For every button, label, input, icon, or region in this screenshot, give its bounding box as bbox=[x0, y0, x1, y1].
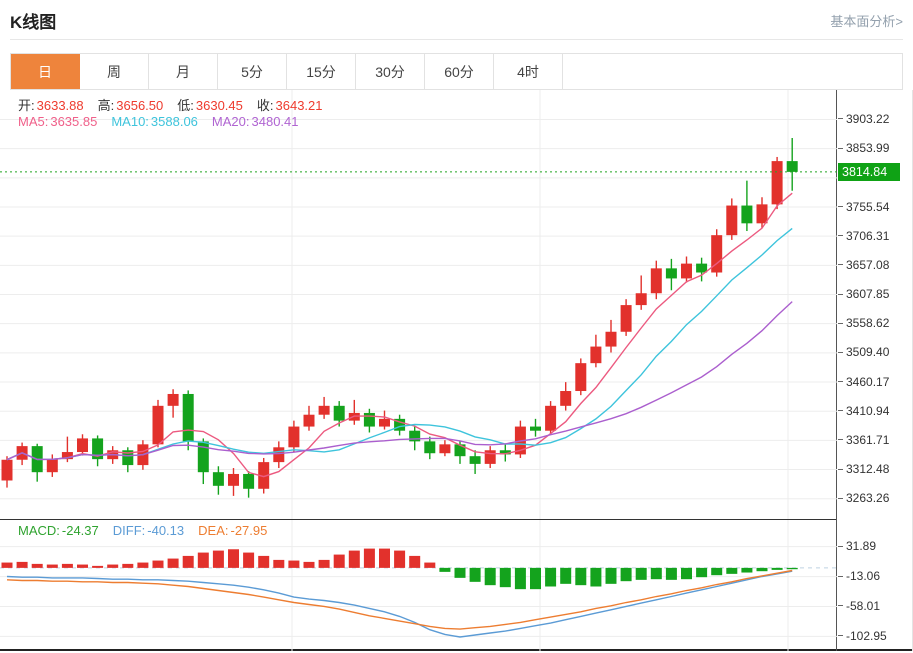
tick-value: 3558.62 bbox=[846, 316, 890, 331]
fundamental-analysis-link[interactable]: 基本面分析> bbox=[830, 14, 903, 29]
tick-value: 3460.17 bbox=[846, 374, 890, 389]
price-tick-label: 3657.08 bbox=[838, 257, 889, 272]
page-title: K线图 bbox=[10, 13, 57, 32]
tick-value: -102.95 bbox=[846, 628, 887, 643]
price-tick-label: 3558.62 bbox=[838, 316, 889, 331]
tick-value: 3263.26 bbox=[846, 491, 890, 506]
price-tick-label: 3312.48 bbox=[838, 462, 889, 477]
tick-value: 3755.54 bbox=[846, 199, 890, 214]
tab-interval-7[interactable]: 4时 bbox=[494, 54, 563, 89]
chart-container: 开: 3633.88 高: 3656.50 低: 3630.45 收: 3643.21 MA5… bbox=[0, 90, 913, 651]
price-tick-label: 3607.85 bbox=[838, 287, 889, 302]
tick-mark bbox=[838, 497, 843, 499]
price-tick-label: 3509.40 bbox=[838, 345, 889, 360]
tab-interval-2[interactable]: 月 bbox=[149, 54, 218, 89]
price-tick-label: 3853.99 bbox=[838, 141, 889, 156]
tick-value: 3410.94 bbox=[846, 403, 890, 418]
page-header: K线图 基本面分析> bbox=[10, 0, 903, 40]
panel-divider bbox=[0, 519, 836, 520]
tick-value: 3903.22 bbox=[846, 111, 890, 126]
tab-interval-4[interactable]: 15分 bbox=[287, 54, 356, 89]
macd-tick-label: -102.95 bbox=[838, 628, 887, 643]
tick-value: 3657.08 bbox=[846, 257, 890, 272]
macd-tick-label: -13.06 bbox=[838, 569, 880, 584]
tick-value: 3607.85 bbox=[846, 287, 890, 302]
tick-mark bbox=[838, 635, 843, 637]
tab-interval-0[interactable]: 日 bbox=[11, 54, 80, 89]
tick-mark bbox=[838, 410, 843, 412]
price-tick-label: 3263.26 bbox=[838, 491, 889, 506]
price-tick-label: 3903.22 bbox=[838, 111, 889, 126]
price-tick-label: 3361.71 bbox=[838, 432, 889, 447]
tick-mark bbox=[838, 235, 843, 237]
plot-area: 开: 3633.88 高: 3656.50 低: 3630.45 收: 3643.21 MA5… bbox=[0, 90, 837, 651]
tick-value: 3509.40 bbox=[846, 345, 890, 360]
macd-chart[interactable] bbox=[0, 520, 837, 651]
tick-mark bbox=[838, 206, 843, 207]
price-tick-label: 3460.17 bbox=[838, 374, 889, 389]
tick-mark bbox=[838, 264, 843, 266]
tick-value: 3312.48 bbox=[846, 462, 890, 477]
tick-mark bbox=[838, 147, 843, 149]
tab-interval-5[interactable]: 30分 bbox=[356, 54, 425, 89]
tick-mark bbox=[838, 322, 843, 324]
tick-mark bbox=[838, 381, 843, 383]
tick-mark bbox=[838, 118, 843, 120]
tick-mark bbox=[838, 575, 843, 577]
tick-value: 31.89 bbox=[846, 539, 877, 554]
tick-value: -13.06 bbox=[846, 569, 881, 584]
price-tick-label: 3410.94 bbox=[838, 403, 889, 418]
macd-tick-label: -58.01 bbox=[838, 598, 880, 613]
tick-value: 3706.31 bbox=[846, 228, 890, 243]
macd-tick-label: 31.89 bbox=[838, 539, 876, 554]
tick-mark bbox=[838, 468, 843, 470]
interval-tabbar: 日周月 5分 15分 30分 60分 4时 bbox=[10, 53, 903, 90]
tab-interval-1[interactable]: 周 bbox=[80, 54, 149, 89]
price-tick-label: 3706.31 bbox=[838, 228, 889, 243]
tick-mark bbox=[838, 439, 843, 441]
tab-interval-6[interactable]: 60分 bbox=[425, 54, 494, 89]
candlestick-chart[interactable] bbox=[0, 90, 837, 519]
tick-value: 3853.99 bbox=[846, 141, 890, 156]
price-tick-label: 3755.54 bbox=[838, 199, 889, 214]
tick-mark bbox=[838, 545, 843, 547]
tick-mark bbox=[838, 605, 843, 607]
tick-value: -58.01 bbox=[846, 598, 881, 613]
price-axis: 3903.223853.993804.763755.543706.313657.… bbox=[838, 90, 913, 651]
tick-mark bbox=[838, 351, 843, 353]
tick-value: 3361.71 bbox=[846, 432, 890, 447]
current-price-tag: 3814.84 bbox=[838, 162, 900, 181]
tab-interval-3[interactable]: 5分 bbox=[218, 54, 287, 89]
tick-mark bbox=[838, 293, 843, 295]
